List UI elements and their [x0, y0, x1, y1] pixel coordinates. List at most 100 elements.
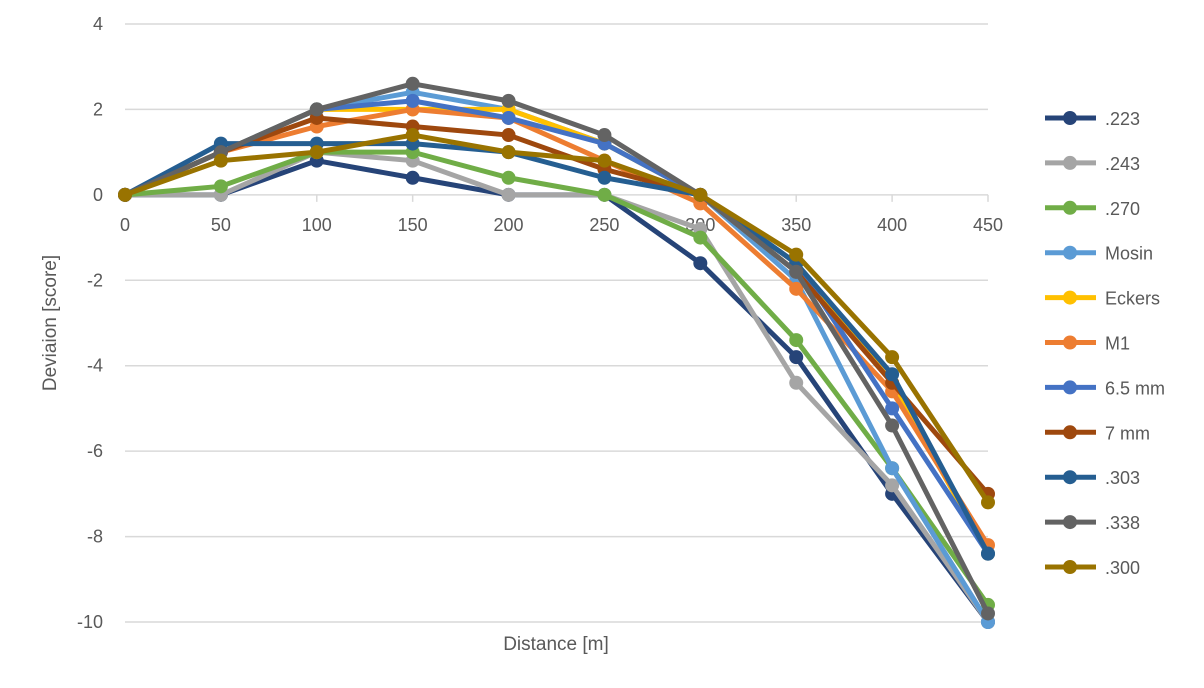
x-tick-label: 350: [781, 215, 811, 235]
y-tick-label: 2: [93, 99, 103, 119]
series-Eckers: [118, 102, 995, 561]
legend-item: 7 mm: [1045, 423, 1150, 443]
y-tick-label: -10: [77, 612, 103, 632]
x-tick-label: 50: [211, 215, 231, 235]
series-line: [125, 149, 991, 624]
data-point: [213, 153, 228, 168]
legend-swatch-marker: [1063, 470, 1077, 485]
data-point: [597, 187, 612, 202]
data-point: [501, 110, 516, 125]
data-point: [789, 264, 804, 279]
data-point: [789, 350, 804, 365]
data-point: [405, 170, 420, 185]
series-line: [123, 81, 991, 615]
x-tick-label: 450: [973, 215, 1003, 235]
x-tick-label: 200: [494, 215, 524, 235]
legend-label: .243: [1105, 154, 1140, 174]
legend-item: .223: [1045, 109, 1140, 129]
y-axis-title: Deviaion [score]: [40, 255, 61, 391]
legend-swatch-marker: [1063, 245, 1077, 260]
x-axis: 050100150200250300350400450: [120, 194, 1003, 235]
legend-item: .303: [1045, 468, 1140, 488]
y-tick-label: -2: [87, 270, 103, 290]
gridlines: [125, 23, 988, 623]
data-point: [597, 128, 612, 143]
data-point: [885, 461, 900, 476]
x-tick-label: 150: [398, 215, 428, 235]
series--300: [118, 128, 995, 510]
series-line: [123, 141, 991, 555]
series--223: [118, 153, 995, 629]
y-tick-label: -8: [87, 527, 103, 547]
legend-item: Eckers: [1045, 289, 1160, 309]
legend-item: .243: [1045, 154, 1140, 174]
legend-label: .303: [1105, 468, 1140, 488]
data-point: [885, 418, 900, 433]
data-point: [789, 333, 804, 348]
legend-label: 7 mm: [1105, 423, 1150, 443]
series-group: [118, 76, 995, 629]
series--243: [118, 145, 995, 629]
legend-item: M1: [1045, 334, 1130, 354]
legend-swatch-marker: [1063, 560, 1077, 574]
data-point: [501, 145, 516, 160]
data-point: [597, 170, 612, 185]
data-point: [789, 247, 804, 262]
legend-label: .338: [1105, 513, 1140, 533]
data-point: [405, 128, 420, 143]
legend-label: .300: [1105, 558, 1140, 578]
legend-swatch-marker: [1063, 515, 1077, 530]
x-tick-label: 100: [302, 215, 332, 235]
data-point: [693, 230, 708, 245]
data-point: [309, 102, 324, 117]
legend-label: Mosin: [1105, 244, 1153, 264]
x-axis-title: Distance [m]: [503, 634, 609, 655]
data-point: [501, 170, 516, 185]
data-point: [501, 187, 516, 202]
y-tick-label: -4: [87, 356, 103, 376]
data-point: [693, 187, 708, 202]
legend-label: .270: [1105, 199, 1140, 219]
legend-label: M1: [1105, 334, 1130, 354]
legend: .223 .243 .270 Mosin Eckers M1 6.5 mm 7 mm .303.…: [1045, 109, 1165, 578]
legend-swatch-marker: [1063, 290, 1077, 305]
series-line: [125, 158, 991, 624]
legend-item: Mosin: [1045, 244, 1153, 264]
series-line: [124, 149, 991, 607]
y-tick-labels: 4 2 0 -2 -4 -6 -8 -10: [77, 14, 103, 632]
legend-item: .338: [1045, 513, 1140, 533]
data-point: [501, 93, 516, 108]
series-line: [124, 132, 991, 504]
data-point: [789, 375, 804, 390]
data-point: [981, 606, 995, 621]
data-point: [405, 76, 420, 91]
y-tick-label: -6: [87, 441, 103, 461]
y-tick-label: 4: [93, 14, 103, 34]
y-tick-label: 0: [93, 185, 103, 205]
legend-item: .300: [1045, 558, 1140, 578]
data-point: [885, 350, 900, 365]
data-point: [981, 546, 995, 561]
x-tick-label: 400: [877, 215, 907, 235]
x-tick-label: 0: [120, 215, 130, 235]
legend-swatch-marker: [1063, 155, 1077, 170]
data-point: [405, 93, 420, 108]
data-point: [118, 187, 132, 202]
data-point: [981, 495, 995, 510]
legend-swatch-marker: [1063, 111, 1077, 125]
legend-item: 6.5 mm: [1045, 378, 1165, 398]
data-point: [597, 153, 612, 168]
legend-label: .223: [1105, 109, 1140, 129]
series-line: [123, 115, 990, 496]
series-7-mm: [118, 110, 995, 501]
data-point: [309, 145, 324, 160]
legend-swatch-marker: [1063, 335, 1077, 350]
data-point: [885, 401, 900, 416]
data-point: [885, 478, 900, 493]
data-point: [885, 367, 900, 382]
data-point: [789, 281, 804, 296]
data-point: [213, 179, 228, 194]
legend-item: .270: [1045, 199, 1140, 219]
